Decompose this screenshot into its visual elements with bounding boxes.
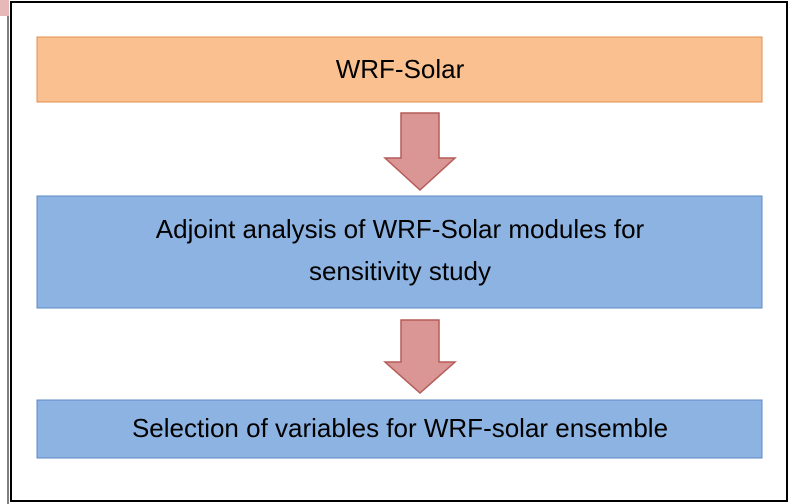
arrow: [383, 319, 457, 395]
box-label: Adjoint analysis of WRF-Solar modules fo…: [156, 214, 645, 244]
box-label: sensitivity study: [309, 256, 491, 286]
corner-patch: [0, 0, 9, 16]
box-wrf-solar: [36, 36, 763, 103]
box-label: Selection of variables for WRF-solar ens…: [132, 413, 668, 443]
box-adjoint: [36, 195, 763, 309]
frame: [10, 1, 788, 502]
box-label: WRF-Solar: [336, 54, 465, 84]
arrow: [383, 112, 457, 192]
box-selection: [36, 399, 763, 459]
